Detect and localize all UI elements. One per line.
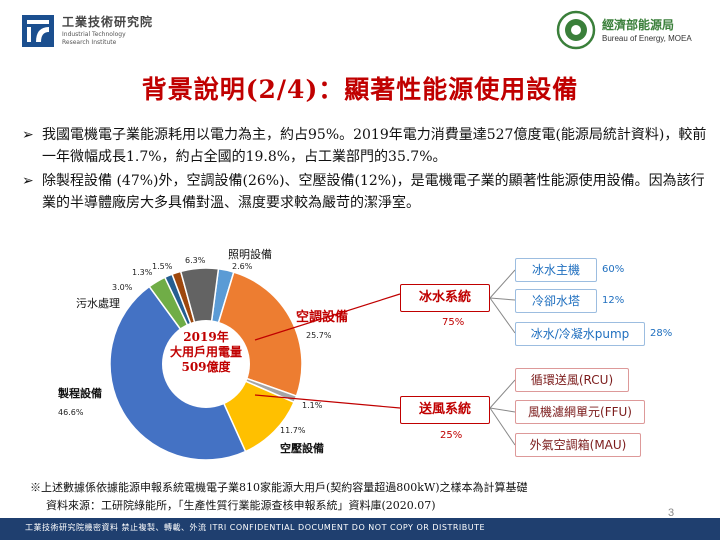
item-cooling-tower-pct: 12% (602, 295, 625, 306)
energy-pie-chart (109, 267, 303, 461)
item-pump: 冰水/冷凝水pump (515, 322, 645, 346)
bullet-1-text: 我國電機電子業能源耗用以電力為主，約占95%。2019年電力消費量達527億度電… (42, 127, 707, 165)
itri-logo: 工業技術研究院 Industrial Technology Research I… (22, 13, 172, 53)
slice-pct-other: 6.3% (185, 256, 206, 265)
item-chiller-pct: 60% (602, 264, 625, 275)
item-pump-pct: 28% (650, 328, 673, 339)
footnote-sample: ※上述數據係依據能源申報系統電機電子業810家能源大用戶(契約容量超過800kW… (30, 481, 528, 494)
slice-label-hvac: 空調設備 (296, 310, 349, 325)
itri-name-cn: 工業技術研究院 (62, 15, 154, 29)
footer-confidential: 工業技術研究院機密資料 禁止複製、轉載、外流 ITRI CONFIDENTIAL… (25, 523, 486, 532)
center-label-desc: 大用戶用電量 (169, 345, 242, 359)
bullet-arrow-icon: ➢ (22, 173, 34, 189)
group-air-supply-system: 送風系統 (400, 396, 490, 424)
page-title: 背景說明(2/4)：顯著性能源使用設備 (141, 75, 579, 104)
bullet-arrow-icon: ➢ (22, 127, 34, 143)
bullet-2: ➢ 除製程設備 (47%)外，空調設備(26%)、空壓設備(12%)，是電機電子… (22, 170, 712, 214)
item-rcu: 循環送風(RCU) (515, 368, 629, 392)
slice-label-lighting: 照明設備 (228, 248, 272, 261)
slice-label-process: 製程設備 (58, 387, 102, 400)
slice-pct-small-2: 1.5% (152, 262, 173, 271)
slice-pct-lighting: 2.6% (232, 262, 253, 271)
slice-pct-hvac: 25.7% (306, 331, 332, 340)
footnote-source: 資料來源：工研院綠能所，「生產性質行業能源查核申報系統」資料庫(2020.07) (46, 499, 436, 512)
bullet-1: ➢ 我國電機電子業能源耗用以電力為主，約占95%。2019年電力消費量達527億… (22, 124, 712, 168)
group-air-supply-pct: 25% (440, 430, 463, 441)
slice-pct-small-1: 1.3% (132, 268, 153, 277)
breakdown-connectors (254, 269, 516, 446)
itri-logo-icon (22, 15, 54, 47)
slice-pct-process: 46.6% (58, 408, 84, 417)
slice-pct-air-compressor: 11.7% (280, 426, 306, 435)
slice-label-wastewater: 污水處理 (76, 297, 120, 310)
moea-seal-icon (556, 10, 596, 50)
pie-center-hole (162, 320, 250, 408)
itri-name-en-line2: Research Institute (62, 39, 117, 46)
group-chiller-pct: 75% (442, 317, 465, 328)
center-label-year: 2019年 (183, 330, 229, 344)
item-ffu: 風機濾網單元(FFU) (515, 400, 645, 424)
item-cooling-tower: 冷卻水塔 (515, 289, 597, 313)
moea-logo: 經濟部能源局 Bureau of Energy, MOEA (556, 10, 706, 54)
center-label-value: 509億度 (181, 360, 231, 374)
footer-bar (0, 518, 720, 540)
bullet-2-text: 除製程設備 (47%)外，空調設備(26%)、空壓設備(12%)，是電機電子業的… (42, 173, 705, 211)
slice-label-air-compressor: 空壓設備 (280, 442, 324, 455)
pie-center-label: 2019年 大用戶用電量 509億度 (160, 330, 252, 375)
item-chiller: 冰水主機 (515, 258, 597, 282)
group-chiller-system: 冰水系統 (400, 284, 490, 312)
slice-pct-wastewater: 3.0% (112, 283, 133, 292)
page-number: 3 (668, 507, 675, 519)
moea-name-en: Bureau of Energy, MOEA (602, 34, 692, 43)
itri-name-en-line1: Industrial Technology (62, 31, 126, 38)
moea-name-cn: 經濟部能源局 (602, 18, 675, 32)
slice-pct-minor: 1.1% (302, 401, 323, 410)
item-mau: 外氣空調箱(MAU) (515, 433, 641, 457)
